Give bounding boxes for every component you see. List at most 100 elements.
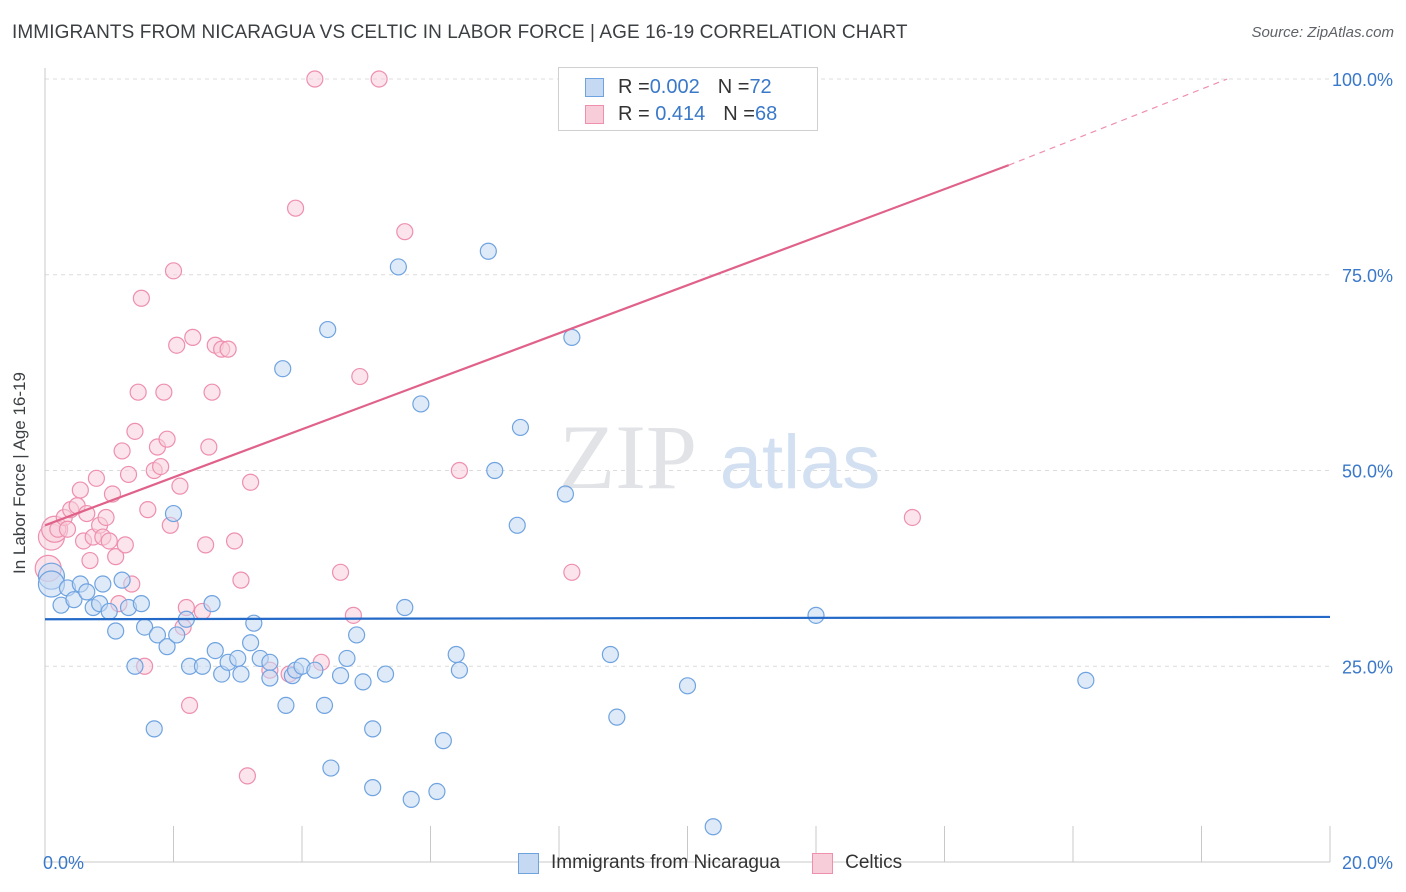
nicaragua-point xyxy=(107,622,125,640)
celtics-point xyxy=(158,430,176,448)
legend-n-label: N = xyxy=(723,102,755,125)
nicaragua-point xyxy=(148,626,167,644)
legend-swatch-blue xyxy=(585,77,604,97)
nicaragua-point xyxy=(94,575,112,593)
nicaragua-point xyxy=(242,634,260,652)
celtics-point xyxy=(238,767,256,785)
celtics-point xyxy=(351,367,369,386)
celtics-point xyxy=(225,532,244,550)
bottom-legend-label: Celtics xyxy=(845,852,903,873)
celtics-point xyxy=(129,383,147,401)
celtics-point xyxy=(200,438,218,456)
nicaragua-point xyxy=(315,696,334,715)
celtics-point xyxy=(286,199,305,217)
nicaragua-point xyxy=(113,571,131,589)
nicaragua-point xyxy=(434,732,452,750)
nicaragua-point xyxy=(1077,671,1095,689)
nicaragua-point xyxy=(704,818,722,836)
nicaragua-point xyxy=(354,673,372,691)
celtics-point xyxy=(58,520,77,538)
celtics-point xyxy=(184,328,202,346)
nicaragua-point xyxy=(164,504,183,523)
nicaragua-point xyxy=(601,645,620,664)
nicaragua-point xyxy=(100,602,118,621)
y-tick-label: 100.0% xyxy=(1332,70,1393,90)
nicaragua-point xyxy=(232,665,250,683)
chart-title: IMMIGRANTS FROM NICARAGUA VS CELTIC IN L… xyxy=(12,22,908,43)
nicaragua-point xyxy=(428,782,446,801)
celtics-point xyxy=(219,340,237,358)
legend: R = 0.002 N = 72 R = 0.414 N = 68 xyxy=(558,67,818,131)
nicaragua-point xyxy=(132,595,150,613)
celtics-point xyxy=(903,508,921,527)
trendlines xyxy=(44,78,1331,621)
celtics-point xyxy=(306,70,324,88)
nicaragua-point xyxy=(319,320,337,339)
nicaragua-point xyxy=(78,583,96,601)
nicaragua-point xyxy=(389,258,407,276)
celtics-point xyxy=(155,383,173,401)
celtics-point xyxy=(107,548,125,566)
nicaragua-point xyxy=(338,649,356,668)
nicaragua-point xyxy=(402,790,420,808)
nicaragua-point xyxy=(274,360,292,378)
celtics-point xyxy=(100,532,118,550)
celtics-trendline xyxy=(44,164,1010,527)
nicaragua-point xyxy=(556,485,575,503)
legend-n-label: N = xyxy=(717,75,750,98)
nicaragua-point xyxy=(511,418,530,437)
nicaragua-point xyxy=(450,661,469,679)
celtics-point xyxy=(71,481,89,499)
celtics-point xyxy=(81,551,99,570)
bottom-legend-swatch-pink xyxy=(812,852,834,874)
nicaragua-point xyxy=(412,395,430,413)
celtics-point xyxy=(152,457,170,476)
watermark-atlas: atlas xyxy=(720,420,881,505)
nicaragua-point xyxy=(348,626,366,644)
legend-n-value: 68 xyxy=(754,102,778,125)
celtics-point xyxy=(126,422,144,440)
bottom-legend-nicaragua: Immigrants from Nicaragua xyxy=(518,852,780,874)
celtics-point xyxy=(197,536,215,554)
nicaragua-point xyxy=(678,677,697,695)
celtics-point xyxy=(97,508,115,527)
legend-r-value: 0.002 xyxy=(649,75,700,98)
bottom-legend-label: Immigrants from Nicaragua xyxy=(551,852,781,873)
celtics-point xyxy=(171,477,189,495)
nicaragua-point xyxy=(479,242,497,260)
celtics-point xyxy=(370,70,388,88)
nicaragua-point xyxy=(168,626,186,644)
nicaragua-point xyxy=(508,516,526,534)
celtics-point xyxy=(232,571,250,589)
celtics-point xyxy=(450,461,469,480)
celtics-point xyxy=(87,469,106,487)
nicaragua-point xyxy=(486,461,504,480)
y-tick-label: 75.0% xyxy=(1342,266,1393,286)
nicaragua-point xyxy=(65,591,83,609)
celtics-point xyxy=(168,336,186,354)
legend-r-value: 0.414 xyxy=(649,102,706,125)
nicaragua-point xyxy=(261,653,279,671)
nicaragua-point xyxy=(807,606,825,624)
x-tick-label: 0.0% xyxy=(43,853,84,873)
celtics-point xyxy=(344,606,362,624)
nicaragua-points xyxy=(37,70,1095,836)
celtics-point xyxy=(396,223,414,241)
celtics-points xyxy=(34,70,921,785)
legend-swatch-pink xyxy=(585,104,604,124)
y-axis-title: In Labor Force | Age 16-19 xyxy=(10,372,29,574)
y-tick-label: 50.0% xyxy=(1342,462,1393,482)
tick-labels: 25.0% 50.0% 75.0% 100.0% 0.0% 20.0% xyxy=(43,70,1393,873)
celtics-point xyxy=(180,696,199,715)
nicaragua-point xyxy=(364,779,382,797)
legend-row-celtics: R = 0.414 N = 68 xyxy=(585,101,777,127)
bottom-legend-celtics: Celtics xyxy=(812,852,902,874)
nicaragua-point xyxy=(608,708,626,726)
legend-row-nicaragua: R = 0.002 N = 72 xyxy=(585,74,772,100)
y-tick-label: 25.0% xyxy=(1342,657,1393,677)
celtics-point xyxy=(331,563,350,581)
nicaragua-point xyxy=(331,667,350,685)
nicaragua-point xyxy=(229,649,247,668)
nicaragua-point xyxy=(203,595,221,613)
